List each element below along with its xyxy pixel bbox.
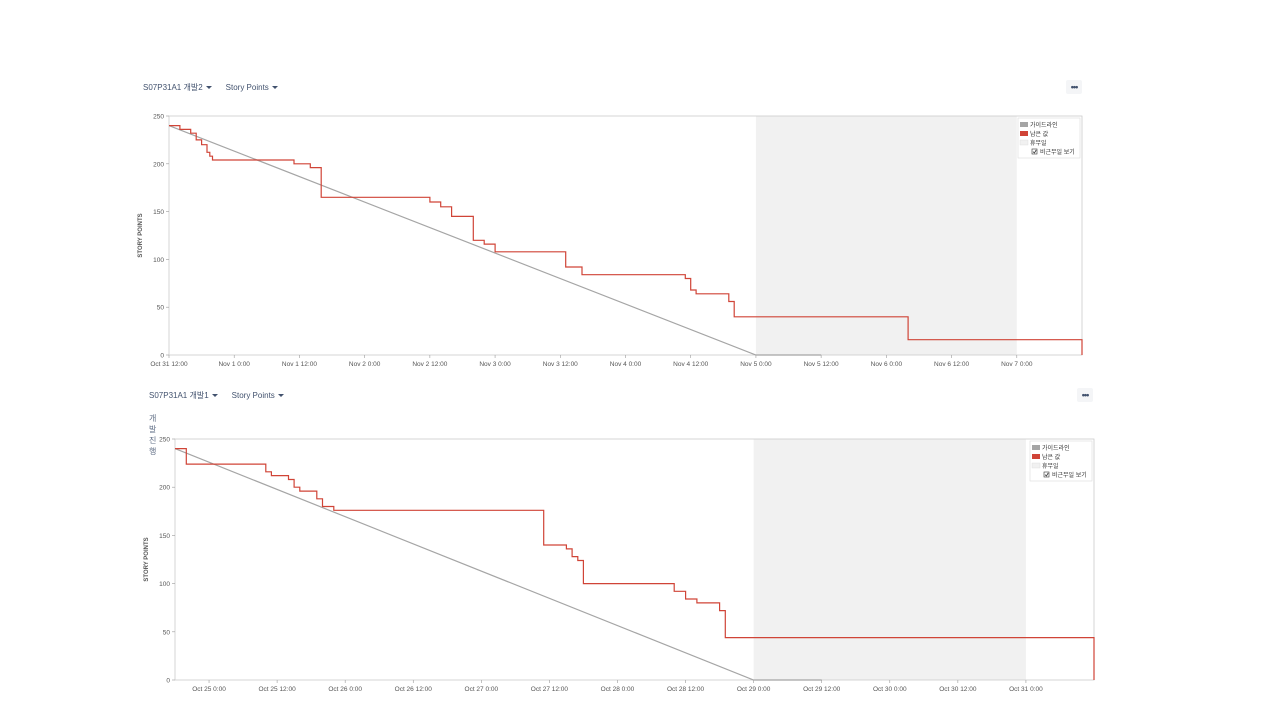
board-dropdown-label: S07P31A1 개발1 (149, 390, 209, 400)
legend-guideline-label: 가이드라인 (1042, 444, 1070, 452)
x-tick-label: Nov 3 12:00 (543, 361, 578, 368)
x-tick-label: Oct 31 0:00 (1009, 686, 1043, 693)
show-non-working-label: 비근무일 보기 (1052, 471, 1087, 479)
check-icon (1032, 149, 1037, 154)
y-tick-label: 200 (159, 485, 170, 492)
y-tick-label: 50 (163, 629, 171, 636)
panel-2-toolbar: S07P31A1 개발1 Story Points (149, 388, 284, 402)
y-axis-label: STORY POINTS (144, 537, 150, 581)
x-tick-label: Oct 26 0:00 (328, 686, 362, 693)
y-tick-label: 50 (157, 305, 165, 312)
board-dropdown-label: S07P31A1 개발2 (143, 82, 203, 92)
panel-1-toolbar: S07P31A1 개발2 Story Points (143, 80, 278, 94)
x-tick-label: Nov 6 12:00 (934, 361, 969, 368)
y-tick-label: 0 (166, 678, 170, 685)
legend-box (1017, 117, 1081, 159)
legend-non-working-swatch (1031, 462, 1041, 469)
y-tick-label: 200 (153, 161, 164, 168)
x-tick-label: Nov 7 0:00 (1001, 361, 1033, 368)
x-tick-label: Oct 29 12:00 (803, 686, 841, 693)
x-tick-label: Nov 4 12:00 (673, 361, 708, 368)
non-working-band (753, 439, 1026, 680)
x-tick-label: Oct 30 0:00 (873, 686, 907, 693)
estimate-dropdown-label: Story Points (225, 82, 269, 92)
legend-guideline-swatch (1032, 445, 1040, 450)
x-tick-label: Nov 5 0:00 (740, 361, 772, 368)
x-tick-label: Oct 28 0:00 (601, 686, 635, 693)
x-tick-label: Nov 5 12:00 (804, 361, 839, 368)
estimate-dropdown[interactable]: Story Points (232, 391, 284, 400)
chart-subtitle: 개발 진행 (149, 414, 157, 456)
x-tick-label: Oct 27 12:00 (531, 686, 569, 693)
legend-remaining-swatch (1020, 131, 1028, 136)
x-tick-label: Oct 26 12:00 (395, 686, 433, 693)
x-tick-label: Nov 4 0:00 (610, 361, 642, 368)
x-tick-label: Nov 2 0:00 (349, 361, 381, 368)
burndown-chart-2: 0 50 100 150 200 250 STORY POINTS Oct 25 0:00 Oc… (144, 437, 1095, 693)
check-icon (1044, 472, 1049, 477)
legend-non-working-label: 휴무일 (1042, 462, 1059, 470)
y-tick-label: 100 (153, 257, 164, 264)
estimate-dropdown[interactable]: Story Points (226, 83, 278, 92)
x-tick-label: Nov 1 0:00 (218, 361, 250, 368)
y-tick-label: 150 (159, 533, 170, 540)
chevron-down-icon (277, 394, 284, 397)
chevron-down-icon (271, 86, 278, 89)
show-non-working-label: 비근무일 보기 (1040, 148, 1075, 156)
more-icon: ••• (1081, 390, 1090, 400)
legend-guideline-swatch (1020, 122, 1028, 127)
board-dropdown[interactable]: S07P31A1 개발1 (149, 390, 218, 401)
x-tick-label: Oct 25 0:00 (192, 686, 226, 693)
guideline-series-line (174, 448, 822, 681)
remaining-series-line (169, 125, 1083, 355)
board-dropdown[interactable]: S07P31A1 개발2 (143, 82, 212, 93)
chevron-down-icon (211, 394, 218, 397)
x-tick-label: Oct 29 0:00 (737, 686, 771, 693)
more-options-button[interactable]: ••• (1066, 80, 1082, 94)
remaining-series-line (175, 448, 1095, 680)
more-icon: ••• (1070, 82, 1079, 92)
x-tick-label: Oct 30 12:00 (939, 686, 977, 693)
chevron-down-icon (205, 86, 212, 89)
legend-remaining-label: 남은 값 (1030, 130, 1049, 138)
legend-box (1029, 440, 1093, 482)
more-options-button[interactable]: ••• (1077, 388, 1093, 402)
burndown-chart-1: 0 50 100 150 200 250 STORY POINTS Oct 31 12:00 N… (138, 114, 1083, 368)
x-tick-label: Oct 27 0:00 (465, 686, 499, 693)
y-tick-label: 100 (159, 581, 170, 588)
y-tick-label: 250 (159, 437, 170, 444)
non-working-band (755, 116, 1017, 355)
x-tick-label: Oct 31 12:00 (150, 361, 188, 368)
plot-frame (174, 438, 1095, 681)
y-tick-label: 250 (153, 114, 164, 121)
legend-guideline-label: 가이드라인 (1030, 121, 1058, 129)
guideline-series-line (168, 125, 822, 356)
estimate-dropdown-label: Story Points (231, 390, 275, 400)
show-non-working-checkbox[interactable] (1031, 148, 1038, 155)
x-tick-label: Oct 28 12:00 (667, 686, 705, 693)
show-non-working-checkbox[interactable] (1043, 471, 1050, 478)
legend-remaining-label: 남은 값 (1042, 453, 1061, 461)
legend-remaining-swatch (1032, 454, 1040, 459)
x-tick-label: Oct 25 12:00 (258, 686, 296, 693)
y-tick-label: 150 (153, 209, 164, 216)
y-tick-label: 0 (160, 353, 164, 360)
x-tick-label: Nov 1 12:00 (282, 361, 317, 368)
x-tick-label: Nov 2 12:00 (412, 361, 447, 368)
x-tick-label: Nov 6 0:00 (871, 361, 903, 368)
legend-non-working-label: 휴무일 (1030, 139, 1047, 147)
legend-non-working-swatch (1019, 139, 1029, 146)
x-tick-label: Nov 3 0:00 (479, 361, 511, 368)
y-axis-label: STORY POINTS (138, 213, 144, 257)
